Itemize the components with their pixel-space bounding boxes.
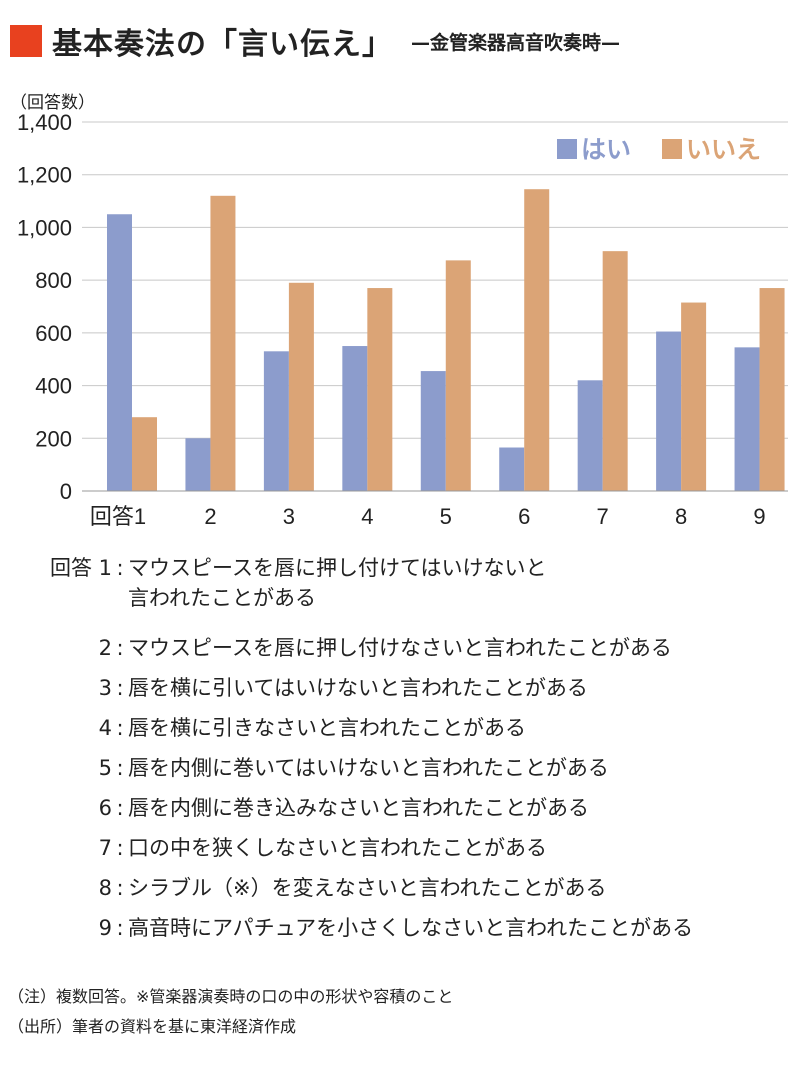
answer-text: 唇を横に引いてはいけないと言われたことがある — [128, 676, 588, 700]
answer-colon: : — [116, 636, 124, 660]
answer-number: 7 — [98, 836, 112, 860]
answer-number: 回答 1 — [49, 556, 112, 580]
bar-iie — [602, 251, 628, 491]
answer-colon: : — [116, 716, 124, 740]
y-tick-label: 600 — [35, 321, 72, 346]
x-tick-label: 回答1 — [90, 504, 146, 529]
bar-hai — [577, 380, 603, 491]
chart-subtitle: —金管楽器高音吹奏時— — [411, 31, 621, 54]
y-tick-label: 400 — [35, 374, 72, 399]
answer-colon: : — [116, 756, 124, 780]
x-tick-label: 9 — [753, 504, 765, 529]
answer-number: 4 — [98, 716, 112, 740]
answer-item: 3: 唇を横に引いてはいけないと言われたことがある — [22, 676, 588, 701]
y-tick-label: 1,400 — [17, 110, 72, 135]
notes: （注）複数回答。※管楽器演奏時の口の中の形状や容積のこと （出所）筆者の資料を基… — [8, 982, 453, 1042]
answer-text: マウスピースを唇に押し付けなさいと言われたことがある — [128, 636, 672, 660]
bar-hai — [185, 438, 211, 491]
legend-iie-label: いいえ — [686, 135, 761, 164]
x-tick-label: 7 — [597, 504, 609, 529]
answer-number: 3 — [98, 676, 112, 700]
bar-hai — [263, 351, 289, 491]
answer-text: 言われたことがある — [128, 586, 316, 610]
y-tick-label: 800 — [35, 268, 72, 293]
bar-iie — [210, 195, 236, 492]
bar-iie — [445, 260, 471, 491]
title-row: 基本奏法の「言い伝え」 —金管楽器高音吹奏時— — [10, 16, 620, 66]
y-tick-label: 200 — [35, 426, 72, 451]
bar-iie — [681, 302, 707, 491]
bar-chart: 0 200 400 600 800 1,000 1,200 1,400 回答1 2 3 4 5 6 7 8 9 は… — [17, 110, 788, 529]
answer-text: シラブル（※）を変えなさいと言われたことがある — [128, 876, 607, 900]
bar-iie — [288, 282, 314, 491]
answer-text: 高音時にアパチュアを小さくしなさいと言われたことがある — [128, 916, 694, 940]
answer-text: 唇を内側に巻いてはいけないと言われたことがある — [128, 756, 609, 780]
answer-number: 5 — [98, 756, 112, 780]
answer-item: 6: 唇を内側に巻き込みなさいと言われたことがある — [22, 796, 589, 821]
source-text: （出所）筆者の資料を基に東洋経済作成 — [8, 1017, 297, 1036]
answer-text: 口の中を狭くしなさいと言われたことがある — [128, 836, 547, 860]
x-tick-label: 4 — [361, 504, 373, 529]
x-tick-label: 5 — [440, 504, 452, 529]
chart-title: 基本奏法の「言い伝え」 — [52, 27, 393, 62]
title-square-icon — [10, 25, 42, 57]
answer-text: 唇を横に引きなさいと言われたことがある — [128, 716, 526, 740]
y-axis-unit-label: （回答数） — [10, 93, 95, 113]
answer-item: 7: 口の中を狭くしなさいと言われたことがある — [22, 836, 547, 861]
answer-colon: : — [116, 556, 124, 580]
x-tick-label: 3 — [283, 504, 295, 529]
bar-hai — [342, 346, 368, 491]
answer-text: 唇を内側に巻き込みなさいと言われたことがある — [128, 796, 589, 820]
answer-colon: : — [116, 916, 124, 940]
answer-number: 2 — [98, 636, 112, 660]
bar-iie — [759, 288, 785, 491]
legend-hai-swatch — [557, 139, 577, 159]
bar-hai — [656, 331, 682, 491]
answer-colon: : — [116, 836, 124, 860]
answer-item: 2: マウスピースを唇に押し付けなさいと言われたことがある — [22, 636, 672, 661]
answer-colon: : — [116, 676, 124, 700]
y-tick-label: 0 — [60, 479, 72, 504]
answer-item: 8: シラブル（※）を変えなさいと言われたことがある — [22, 876, 607, 901]
x-tick-label: 2 — [204, 504, 216, 529]
bar-iie — [367, 288, 393, 491]
legend-iie-swatch — [662, 139, 682, 159]
answer-item: 9: 高音時にアパチュアを小さくしなさいと言われたことがある — [22, 916, 693, 941]
x-tick-label: 6 — [518, 504, 530, 529]
bar-iie — [132, 417, 157, 491]
y-tick-label: 1,200 — [17, 163, 72, 188]
x-tick-label: 8 — [675, 504, 687, 529]
bar-hai — [499, 447, 525, 491]
answer-number: 8 — [98, 876, 112, 900]
answer-colon: : — [116, 796, 124, 820]
answer-item: 4: 唇を横に引きなさいと言われたことがある — [22, 716, 526, 741]
answer-text: マウスピースを唇に押し付けてはいけないと — [128, 556, 547, 580]
bar-hai — [420, 371, 446, 491]
answer-item: 5: 唇を内側に巻いてはいけないと言われたことがある — [22, 756, 609, 781]
bar-hai — [107, 214, 132, 491]
answer-colon: : — [116, 876, 124, 900]
legend-hai-label: はい — [581, 135, 631, 164]
answer-number: 6 — [98, 796, 112, 820]
answer-number: 9 — [98, 916, 112, 940]
y-tick-label: 1,000 — [17, 215, 72, 240]
answer-item: 回答 1: マウスピースを唇に押し付けてはいけないと 言われたことがある — [22, 556, 547, 610]
note-text: （注）複数回答。※管楽器演奏時の口の中の形状や容積のこと — [8, 987, 454, 1006]
bar-hai — [734, 347, 760, 491]
bar-iie — [524, 189, 550, 491]
